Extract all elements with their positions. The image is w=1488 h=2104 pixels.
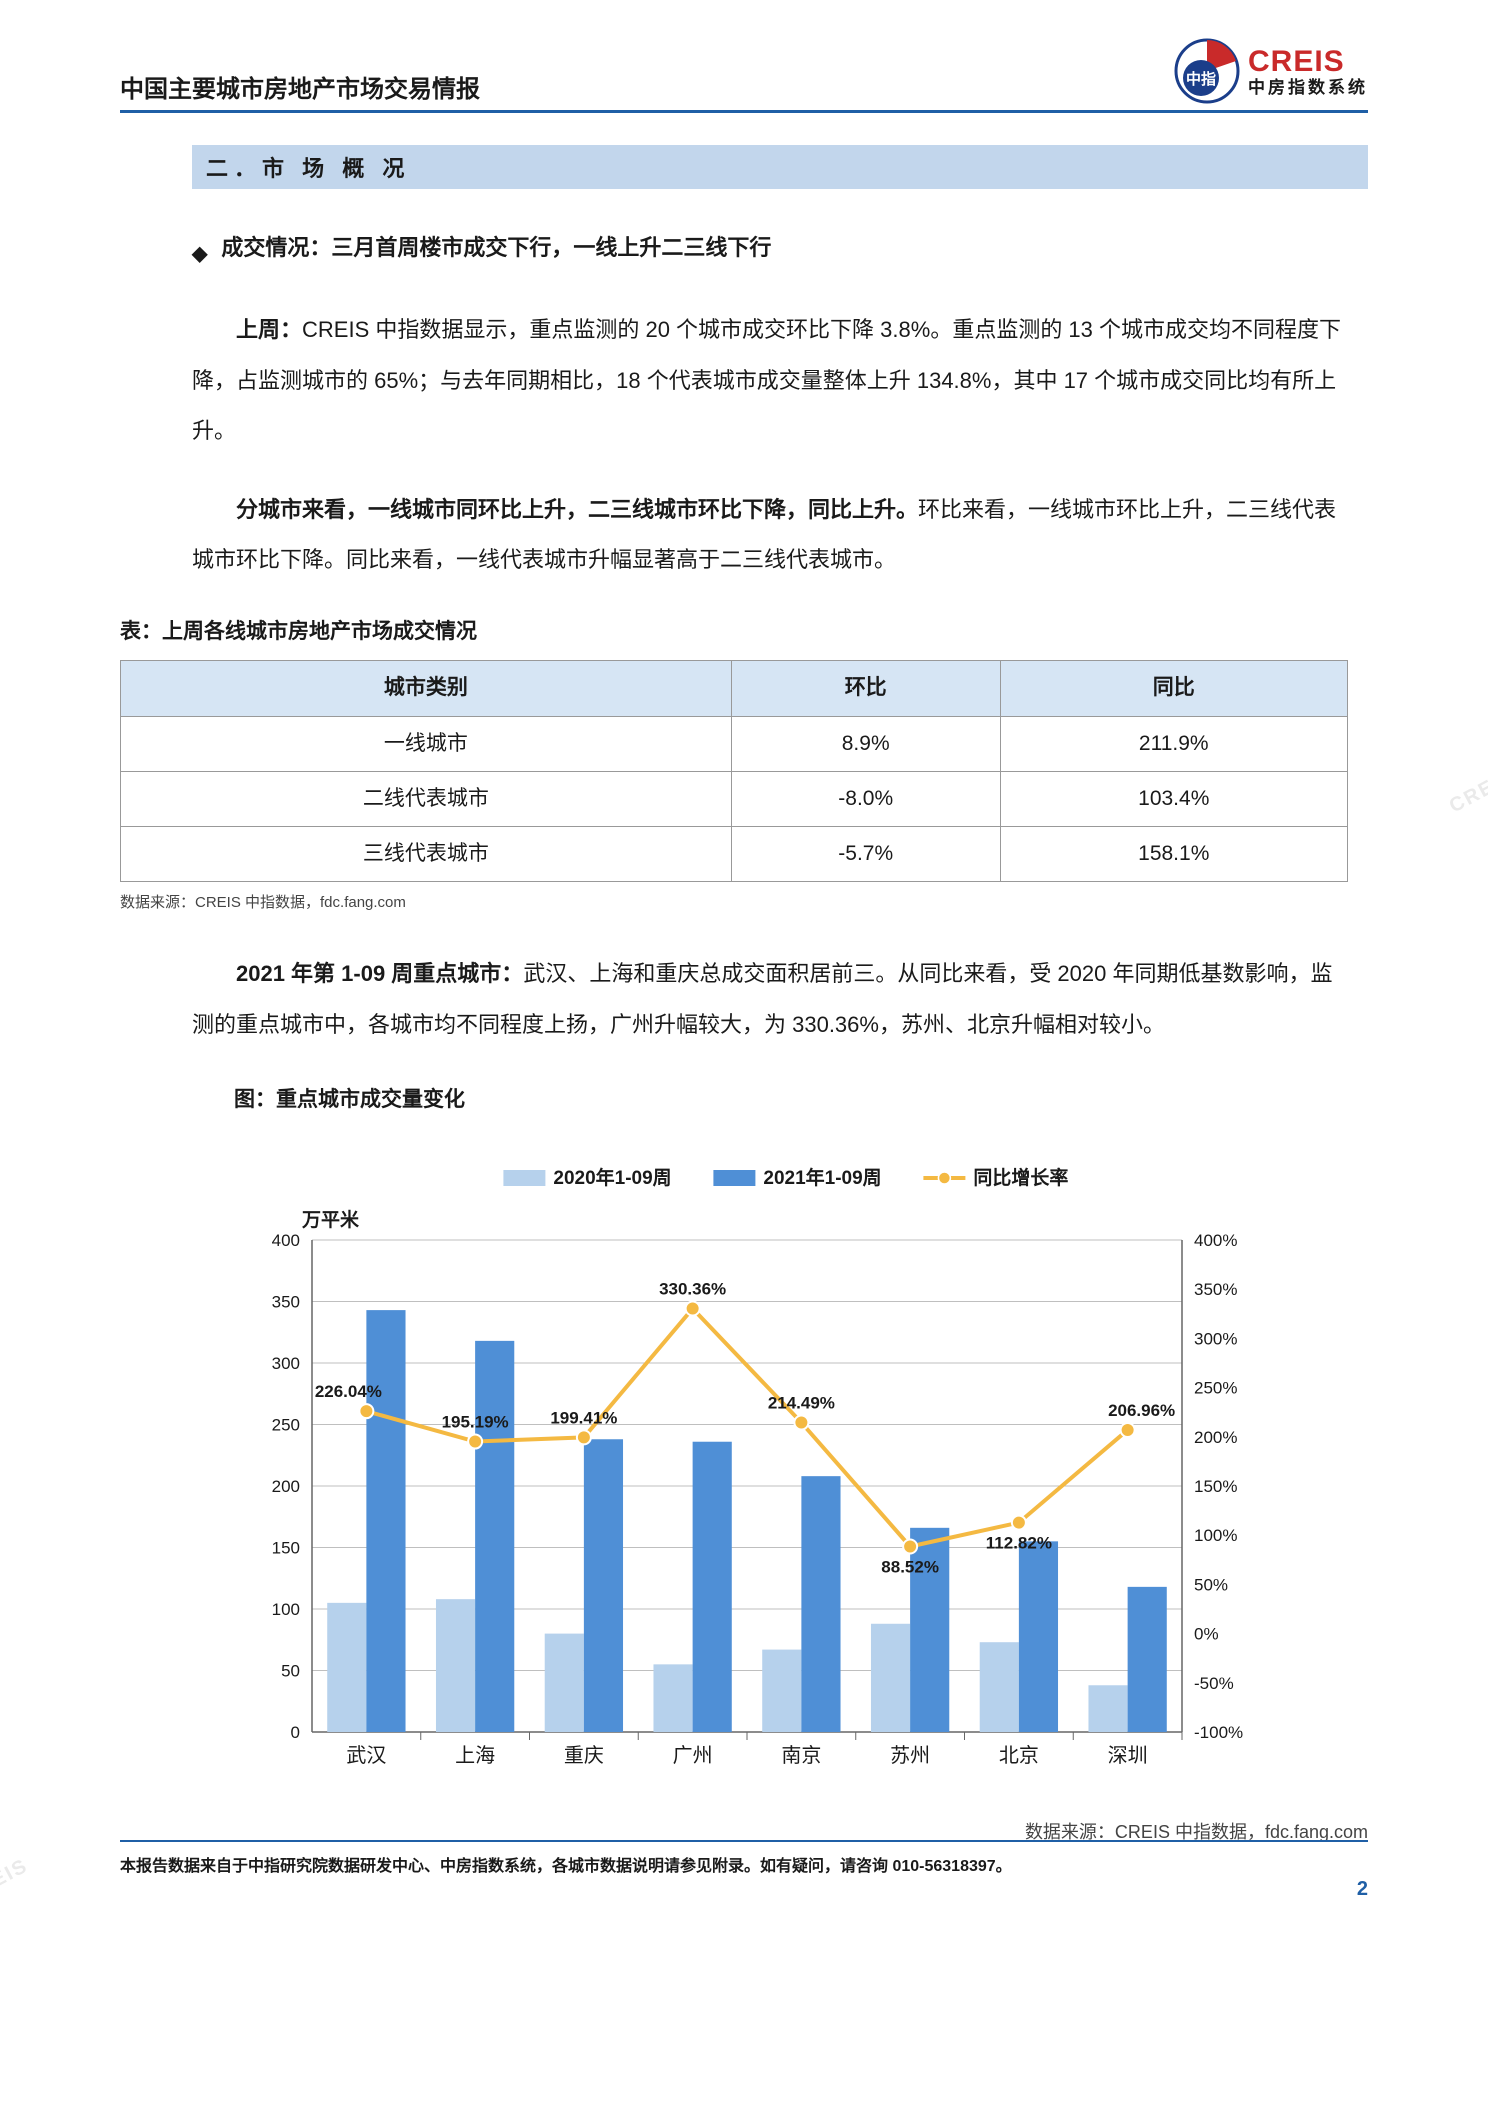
svg-text:苏州: 苏州 — [890, 1744, 930, 1767]
svg-text:武汉: 武汉 — [346, 1744, 386, 1767]
svg-text:300: 300 — [272, 1354, 300, 1373]
page-number: 2 — [1357, 1878, 1368, 1901]
logo: 中指 CREIS 中房指数系统 — [1174, 38, 1368, 104]
svg-text:南京: 南京 — [781, 1744, 821, 1767]
svg-text:重庆: 重庆 — [564, 1744, 604, 1767]
para1-lead: 上周： — [236, 317, 302, 342]
svg-text:深圳: 深圳 — [1108, 1744, 1148, 1767]
table-cell: 二线代表城市 — [121, 771, 732, 826]
table-cell: 8.9% — [731, 716, 1000, 771]
diamond-icon: ◆ — [192, 231, 207, 277]
svg-text:150%: 150% — [1194, 1477, 1237, 1496]
para1-body: CREIS 中指数据显示，重点监测的 20 个城市成交环比下降 3.8%。重点监… — [192, 317, 1341, 443]
table-header: 城市类别 — [121, 661, 732, 716]
svg-text:北京: 北京 — [999, 1744, 1039, 1767]
table-row: 三线代表城市-5.7%158.1% — [121, 827, 1348, 882]
svg-text:88.52%: 88.52% — [881, 1558, 939, 1577]
paragraph-3: 2021 年第 1-09 周重点城市：武汉、上海和重庆总成交面积居前三。从同比来… — [192, 949, 1348, 1050]
svg-text:350: 350 — [272, 1293, 300, 1312]
svg-text:50: 50 — [281, 1662, 300, 1681]
table-cell: -8.0% — [731, 771, 1000, 826]
table-row: 一线城市8.9%211.9% — [121, 716, 1348, 771]
table-cell: 三线代表城市 — [121, 827, 732, 882]
para3-lead: 2021 年第 1-09 周重点城市： — [236, 961, 523, 986]
logo-text-en: CREIS — [1248, 47, 1368, 77]
table-cell: 一线城市 — [121, 716, 732, 771]
svg-text:万平米: 万平米 — [301, 1208, 360, 1231]
city-tier-table: 城市类别环比同比 一线城市8.9%211.9%二线代表城市-8.0%103.4%… — [120, 660, 1348, 882]
page-footer: 本报告数据来自于中指研究院数据研发中心、中房指数系统，各城市数据说明请参见附录。… — [120, 1840, 1368, 1876]
subsection-bullet: ◆ 成交情况：三月首周楼市成交下行，一线上升二三线下行 — [192, 223, 1348, 277]
svg-text:2021年1-09周: 2021年1-09周 — [763, 1166, 881, 1189]
svg-text:100%: 100% — [1194, 1527, 1237, 1546]
svg-text:150: 150 — [272, 1539, 300, 1558]
table-cell: 103.4% — [1000, 771, 1347, 826]
svg-text:214.49%: 214.49% — [768, 1394, 835, 1413]
svg-text:-50%: -50% — [1194, 1674, 1234, 1693]
svg-text:199.41%: 199.41% — [550, 1409, 617, 1428]
watermark: CREIS — [0, 1855, 32, 1909]
watermark: CREIS — [1446, 765, 1488, 819]
table-header: 环比 — [731, 661, 1000, 716]
svg-text:200%: 200% — [1194, 1428, 1237, 1447]
svg-text:中指: 中指 — [1186, 70, 1216, 88]
table-cell: 211.9% — [1000, 716, 1347, 771]
svg-text:广州: 广州 — [673, 1744, 713, 1767]
para2-lead: 分城市来看，一线城市同环比上升，二三线城市环比下降，同比上升。 — [236, 497, 918, 522]
svg-text:226.04%: 226.04% — [315, 1383, 382, 1402]
svg-text:上海: 上海 — [455, 1744, 495, 1767]
logo-badge-icon: 中指 — [1174, 38, 1240, 104]
page-header: 中国主要城市房地产市场交易情报 中指 CREIS 中房指数系统 — [120, 38, 1368, 113]
table-cell: -5.7% — [731, 827, 1000, 882]
subsection-title: 成交情况：三月首周楼市成交下行，一线上升二三线下行 — [221, 223, 771, 274]
svg-text:0%: 0% — [1194, 1625, 1219, 1644]
svg-text:0: 0 — [291, 1723, 300, 1742]
chart-title: 图：重点城市成交量变化 — [192, 1076, 1348, 1124]
table-source: 数据来源：CREIS 中指数据，fdc.fang.com — [120, 886, 1348, 921]
svg-text:250%: 250% — [1194, 1379, 1237, 1398]
svg-text:195.19%: 195.19% — [442, 1413, 509, 1432]
svg-text:300%: 300% — [1194, 1330, 1237, 1349]
svg-text:200: 200 — [272, 1477, 300, 1496]
svg-text:2020年1-09周: 2020年1-09周 — [553, 1166, 671, 1189]
svg-text:50%: 50% — [1194, 1576, 1228, 1595]
paragraph-2: 分城市来看，一线城市同环比上升，二三线城市环比下降，同比上升。环比来看，一线城市… — [192, 485, 1348, 586]
svg-text:400: 400 — [272, 1231, 300, 1250]
table-title: 表：上周各线城市房地产市场成交情况 — [120, 608, 1348, 656]
table-row: 二线代表城市-8.0%103.4% — [121, 771, 1348, 826]
svg-text:-100%: -100% — [1194, 1723, 1243, 1742]
logo-text-cn: 中房指数系统 — [1248, 79, 1368, 96]
svg-text:330.36%: 330.36% — [659, 1280, 726, 1299]
table-header: 同比 — [1000, 661, 1347, 716]
report-title: 中国主要城市房地产市场交易情报 — [120, 69, 480, 104]
volume-chart: 2020年1-09周 2021年1-09周 同比增长率万平米 0 50 100 150 200… — [232, 1152, 1262, 1792]
section-heading: 二．市 场 概 况 — [192, 145, 1368, 189]
svg-text:400%: 400% — [1194, 1231, 1237, 1250]
footer-text: 本报告数据来自于中指研究院数据研发中心、中房指数系统，各城市数据说明请参见附录。… — [120, 1858, 1012, 1875]
table-cell: 158.1% — [1000, 827, 1347, 882]
svg-text:350%: 350% — [1194, 1281, 1237, 1300]
svg-text:同比增长率: 同比增长率 — [973, 1166, 1068, 1189]
paragraph-1: 上周：CREIS 中指数据显示，重点监测的 20 个城市成交环比下降 3.8%。… — [192, 305, 1348, 457]
svg-text:112.82%: 112.82% — [986, 1534, 1052, 1553]
svg-text:206.96%: 206.96% — [1108, 1401, 1175, 1420]
svg-text:100: 100 — [272, 1600, 300, 1619]
svg-text:250: 250 — [272, 1416, 300, 1435]
